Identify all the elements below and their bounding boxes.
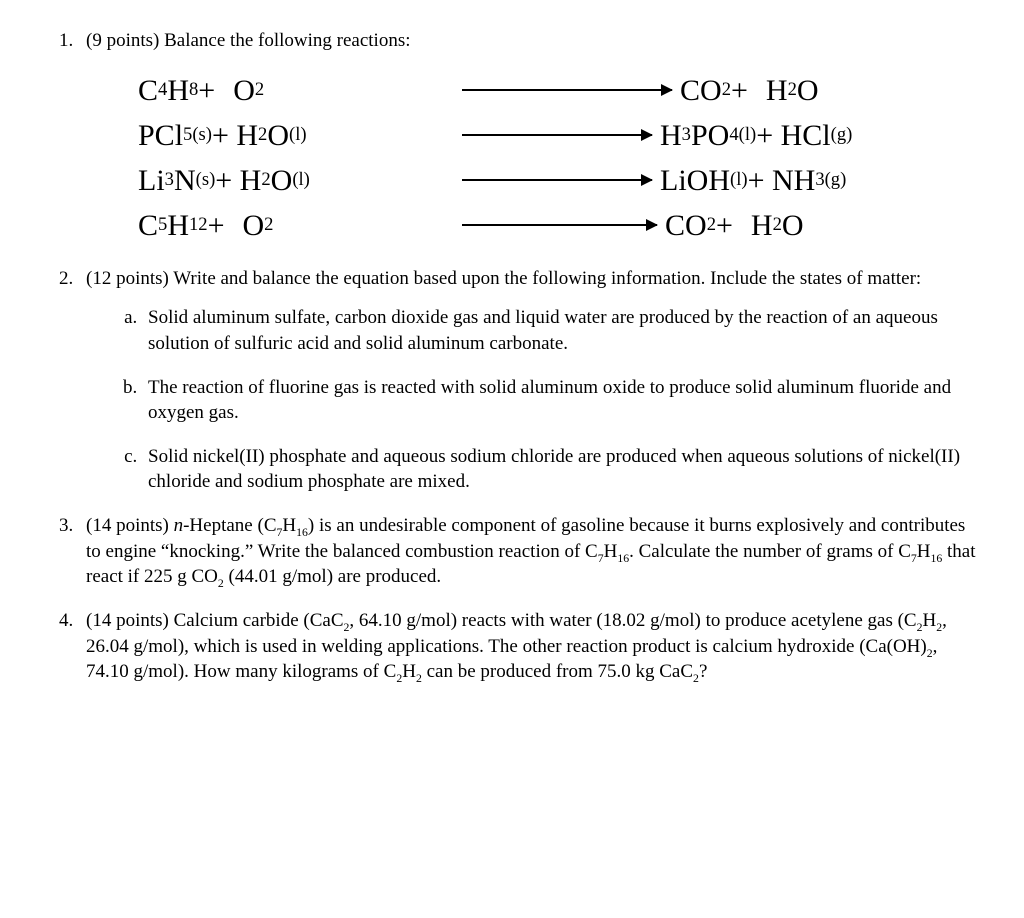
q3-text: (14 points) n-Heptane (C7H16) is an unde…: [86, 515, 976, 587]
q1-equations: C4H8 + O2 CO2 + H2O PCl5(s) + H2O(l) H3P…: [138, 68, 976, 248]
arrow-icon: [462, 179, 652, 181]
eq2-lhs: PCl5(s) + H2O(l): [138, 113, 458, 158]
q4-text: (14 points) Calcium carbide (CaC2, 64.10…: [86, 610, 947, 682]
eq3-rhs: LiOH(l) + NH3(g): [660, 158, 846, 203]
eq1-lhs: C4H8 + O2: [138, 68, 458, 113]
eq2-rhs: H3PO4(l) + HCl(g): [660, 113, 852, 158]
q2-part-b: The reaction of fluorine gas is reacted …: [142, 375, 976, 426]
eq3-lhs: Li3N(s) + H2O(l): [138, 158, 458, 203]
eq4-lhs: C5H12 + O2: [138, 203, 458, 248]
question-4: (14 points) Calcium carbide (CaC2, 64.10…: [78, 608, 976, 685]
question-1: (9 points) Balance the following reactio…: [78, 28, 976, 248]
arrow-icon: [462, 89, 672, 91]
eq-row-2: PCl5(s) + H2O(l) H3PO4(l) + HCl(g): [138, 113, 976, 158]
question-3: (14 points) n-Heptane (C7H16) is an unde…: [78, 513, 976, 590]
question-2: (12 points) Write and balance the equati…: [78, 266, 976, 495]
q1-prompt: (9 points) Balance the following reactio…: [86, 30, 411, 51]
eq4-rhs: CO2 + H2O: [665, 203, 804, 248]
q2-part-c: Solid nickel(II) phosphate and aqueous s…: [142, 444, 976, 495]
eq-row-1: C4H8 + O2 CO2 + H2O: [138, 68, 976, 113]
eq1-rhs: CO2 + H2O: [680, 68, 819, 113]
q2-part-a: Solid aluminum sulfate, carbon dioxide g…: [142, 305, 976, 356]
q2-parts: Solid aluminum sulfate, carbon dioxide g…: [86, 305, 976, 495]
question-list: (9 points) Balance the following reactio…: [48, 28, 976, 685]
eq-row-3: Li3N(s) + H2O(l) LiOH(l) + NH3(g): [138, 158, 976, 203]
eq-row-4: C5H12 + O2 CO2 + H2O: [138, 203, 976, 248]
arrow-icon: [462, 224, 657, 226]
arrow-icon: [462, 134, 652, 136]
q2-prompt: (12 points) Write and balance the equati…: [86, 268, 921, 289]
